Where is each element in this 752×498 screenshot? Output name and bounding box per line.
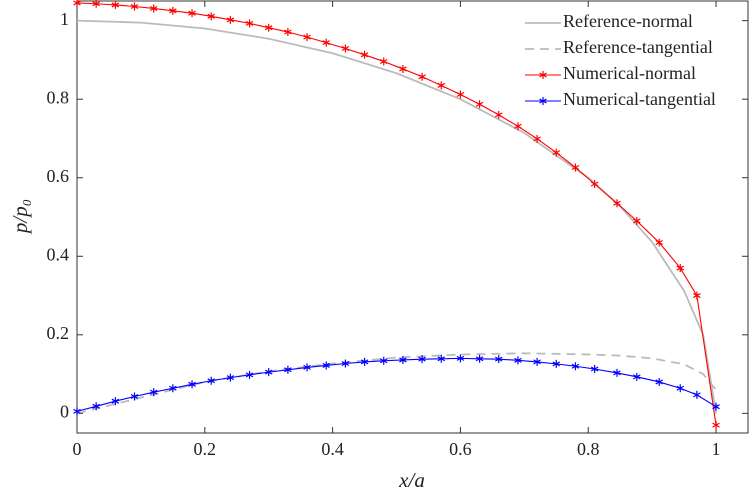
marker xyxy=(379,356,388,365)
x-tick-label: 1 xyxy=(712,439,721,459)
marker xyxy=(437,354,446,363)
marker xyxy=(264,368,273,377)
y-tick-label: 0.8 xyxy=(47,87,70,107)
marker xyxy=(303,33,311,42)
marker xyxy=(130,392,139,401)
marker xyxy=(111,0,120,9)
marker xyxy=(456,90,465,99)
marker xyxy=(284,28,292,37)
y-axis-label: p/p₀ xyxy=(8,199,32,235)
marker xyxy=(360,357,369,366)
marker xyxy=(92,402,100,411)
marker xyxy=(149,388,158,397)
marker xyxy=(284,365,292,374)
marker xyxy=(360,50,369,59)
marker xyxy=(655,377,663,386)
y-tick-label: 0 xyxy=(60,401,69,421)
marker xyxy=(539,97,547,105)
marker xyxy=(169,384,177,393)
marker xyxy=(613,199,621,208)
marker xyxy=(613,368,621,377)
marker xyxy=(399,64,407,73)
marker xyxy=(633,372,641,381)
plot-frame xyxy=(76,0,749,434)
legend-label: Numerical-normal xyxy=(563,63,696,83)
y-tick-label: 0.6 xyxy=(47,166,70,186)
marker xyxy=(676,384,685,393)
marker xyxy=(655,238,663,247)
marker xyxy=(111,397,120,406)
marker xyxy=(590,180,599,189)
marker xyxy=(303,363,311,372)
marker xyxy=(188,9,196,18)
y-tick-label: 0.4 xyxy=(47,244,70,264)
marker xyxy=(92,0,100,8)
marker xyxy=(188,380,196,389)
marker xyxy=(514,356,522,365)
x-tick-label: 0.4 xyxy=(321,439,344,459)
legend-label: Reference-tangential xyxy=(563,37,713,57)
marker xyxy=(399,355,407,364)
x-tick-label: 0.6 xyxy=(449,439,472,459)
marker xyxy=(322,38,331,47)
marker xyxy=(379,57,388,66)
marker xyxy=(712,402,720,411)
marker xyxy=(533,357,541,366)
marker xyxy=(169,6,177,15)
y-tick-label: 0.2 xyxy=(47,323,70,343)
series-line xyxy=(76,19,717,414)
x-tick-label: 0.2 xyxy=(194,439,217,459)
marker xyxy=(533,134,541,143)
marker xyxy=(264,23,273,32)
legend-label: Numerical-tangential xyxy=(563,89,716,109)
x-tick-label: 0.8 xyxy=(577,439,600,459)
x-axis-label: x/a xyxy=(398,468,425,492)
marker xyxy=(207,376,215,385)
marker xyxy=(226,15,235,24)
marker xyxy=(676,264,685,273)
marker xyxy=(456,354,465,363)
x-tick-label: 0 xyxy=(73,439,82,459)
marker xyxy=(552,359,561,368)
marker xyxy=(571,163,580,172)
marker xyxy=(437,81,446,90)
marker xyxy=(130,2,139,11)
marker xyxy=(207,12,215,21)
marker xyxy=(322,361,331,370)
marker xyxy=(245,19,254,28)
series-line xyxy=(76,2,717,426)
series-line xyxy=(76,352,717,415)
marker xyxy=(341,359,350,368)
marker xyxy=(633,216,641,225)
marker xyxy=(590,364,599,373)
series-line xyxy=(76,357,717,412)
marker xyxy=(571,362,580,371)
marker xyxy=(693,390,701,399)
marker xyxy=(341,44,350,53)
marker xyxy=(418,72,426,81)
marker xyxy=(712,421,720,430)
marker xyxy=(494,110,503,119)
y-tick-label: 1 xyxy=(60,9,69,29)
marker xyxy=(475,100,484,109)
marker xyxy=(539,71,547,79)
legend-label: Reference-normal xyxy=(563,11,693,31)
marker xyxy=(475,354,484,363)
marker xyxy=(693,291,701,300)
marker xyxy=(245,370,254,379)
marker xyxy=(73,0,81,7)
marker xyxy=(73,407,81,416)
marker xyxy=(149,4,158,13)
marker xyxy=(418,355,426,364)
marker xyxy=(494,355,503,364)
marker xyxy=(226,373,235,382)
marker xyxy=(514,122,522,131)
marker xyxy=(552,148,561,157)
